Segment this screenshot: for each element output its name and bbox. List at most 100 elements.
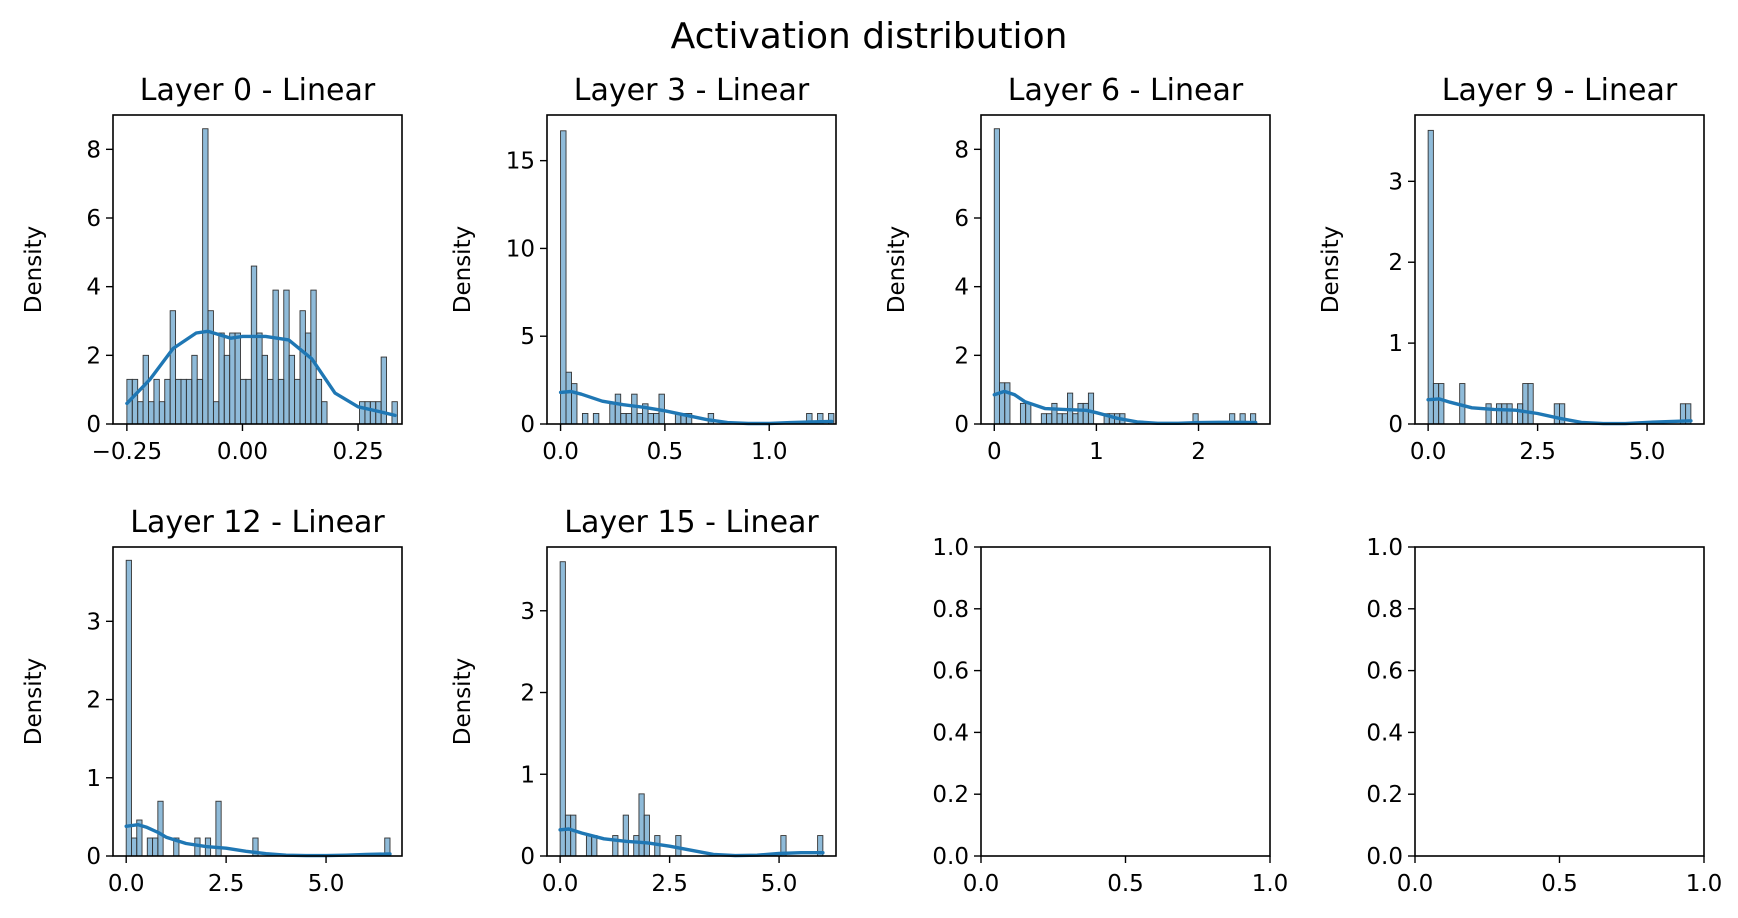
x-tick-label: −0.25 <box>92 439 162 465</box>
histogram-bar <box>1072 413 1079 425</box>
x-tick-label: 0 <box>987 439 1002 465</box>
histogram-bar <box>620 413 627 425</box>
histogram-bar <box>137 401 144 425</box>
histogram-bar <box>1082 402 1089 425</box>
subplot-0: −0.25 0.00 0.25 0 2 4 6 8 Layer 0 - Linear Densit… <box>21 73 403 465</box>
histogram-bar <box>570 814 577 857</box>
histogram-bar <box>633 835 640 857</box>
x-tick-label: 2.5 <box>651 871 688 897</box>
histogram-bar <box>196 378 204 425</box>
histogram-bar <box>631 393 638 425</box>
subplot-title: Layer 3 - Linear <box>574 73 810 108</box>
histogram-bar <box>359 401 366 425</box>
y-tick-label: 1 <box>1388 331 1403 357</box>
histogram-bar <box>653 413 660 425</box>
y-tick-label: 8 <box>86 137 101 163</box>
histogram-bar <box>1432 383 1440 425</box>
y-tick-label: 2 <box>86 688 101 714</box>
y-tick-label: 0 <box>954 412 969 438</box>
y-tick-label: 8 <box>954 137 969 163</box>
kde-line <box>558 827 825 858</box>
histogram-bar <box>212 401 220 425</box>
histogram-bar <box>1559 403 1566 425</box>
kde-line <box>558 389 834 426</box>
histogram-bar <box>267 378 274 425</box>
histogram-bar <box>391 401 398 425</box>
histogram-bar <box>175 378 182 425</box>
x-tick-label: 2.5 <box>1519 439 1556 465</box>
histogram-bar <box>643 814 650 857</box>
histogram-bar <box>240 378 247 425</box>
x-tick-label: 0.0 <box>108 871 145 897</box>
subplot-title: Layer 6 - Linear <box>1008 73 1244 108</box>
histogram-bar <box>625 413 633 425</box>
histogram-bar <box>1019 402 1027 425</box>
histogram-bar <box>1517 403 1524 425</box>
y-tick-label: 3 <box>86 609 101 635</box>
y-tick-label: 0.2 <box>932 782 969 808</box>
histogram-bar <box>1553 403 1560 425</box>
y-tick-label: 3 <box>520 599 535 625</box>
y-tick-label: 0 <box>1388 412 1403 438</box>
histogram-bar <box>1056 413 1063 425</box>
histogram-bar <box>218 332 225 425</box>
y-tick-label: 0.2 <box>1366 782 1403 808</box>
histogram-bar <box>164 378 171 425</box>
x-tick-label: 0.0 <box>1397 871 1434 897</box>
subplot-7: 0.0 0.5 1.0 0.0 0.2 0.4 0.6 0.8 1.0 <box>1366 535 1722 897</box>
histogram-bar <box>169 310 177 425</box>
histogram-bar <box>315 378 323 425</box>
histogram-bar <box>131 837 138 857</box>
subplot-title: Layer 15 - Linear <box>564 505 819 540</box>
histogram-bar <box>185 378 193 425</box>
y-tick-label: 5 <box>520 324 535 350</box>
histogram-bar <box>1061 413 1068 425</box>
histogram-bar <box>152 837 159 857</box>
y-tick-label: 0 <box>520 412 535 438</box>
histogram-bar <box>294 378 301 425</box>
histogram-bar <box>304 332 312 425</box>
histogram-bar <box>148 401 155 425</box>
histogram-bar <box>1501 403 1508 425</box>
histogram-bar <box>223 354 231 425</box>
histogram-bar <box>272 289 279 425</box>
y-tick-label: 0.6 <box>1366 659 1403 685</box>
subplot-6: 0.0 0.5 1.0 0.0 0.2 0.4 0.6 0.8 1.0 <box>932 535 1288 897</box>
y-axis-label: Density <box>21 658 47 745</box>
y-axis-label: Density <box>450 658 476 745</box>
histogram-bar <box>609 403 616 425</box>
kde-line <box>125 329 397 418</box>
histogram-bar <box>364 401 371 425</box>
histogram-bar <box>592 413 600 425</box>
histogram-bar <box>229 332 236 425</box>
x-tick-label: 0.00 <box>217 439 268 465</box>
y-tick-label: 0.6 <box>932 659 969 685</box>
y-tick-label: 2 <box>520 681 535 707</box>
histogram-bar <box>559 561 566 857</box>
y-tick-label: 2 <box>954 343 969 369</box>
histogram-bar <box>999 382 1006 425</box>
axes-frame <box>546 114 837 425</box>
y-tick-label: 6 <box>86 206 101 232</box>
axes-frame <box>112 114 403 425</box>
y-tick-label: 6 <box>954 206 969 232</box>
y-tick-label: 0 <box>86 844 101 870</box>
y-axis-label: Density <box>1318 226 1344 313</box>
histogram-bar <box>277 378 285 425</box>
histogram-bar <box>142 354 149 425</box>
y-tick-label: 0 <box>86 412 101 438</box>
y-tick-label: 1 <box>86 766 101 792</box>
kde-line <box>1426 397 1693 426</box>
histogram-bar <box>191 354 198 425</box>
y-tick-label: 0.8 <box>1366 597 1403 623</box>
histogram-bar <box>202 128 209 425</box>
histogram-bar <box>1485 403 1492 425</box>
histogram-bar <box>1087 392 1095 425</box>
subplot-title: Layer 12 - Linear <box>130 505 385 540</box>
histogram-bar <box>250 265 258 425</box>
histogram-bar <box>622 814 629 857</box>
histogram-bar <box>638 793 645 857</box>
x-tick-label: 0.0 <box>1410 439 1447 465</box>
y-tick-label: 0 <box>520 844 535 870</box>
